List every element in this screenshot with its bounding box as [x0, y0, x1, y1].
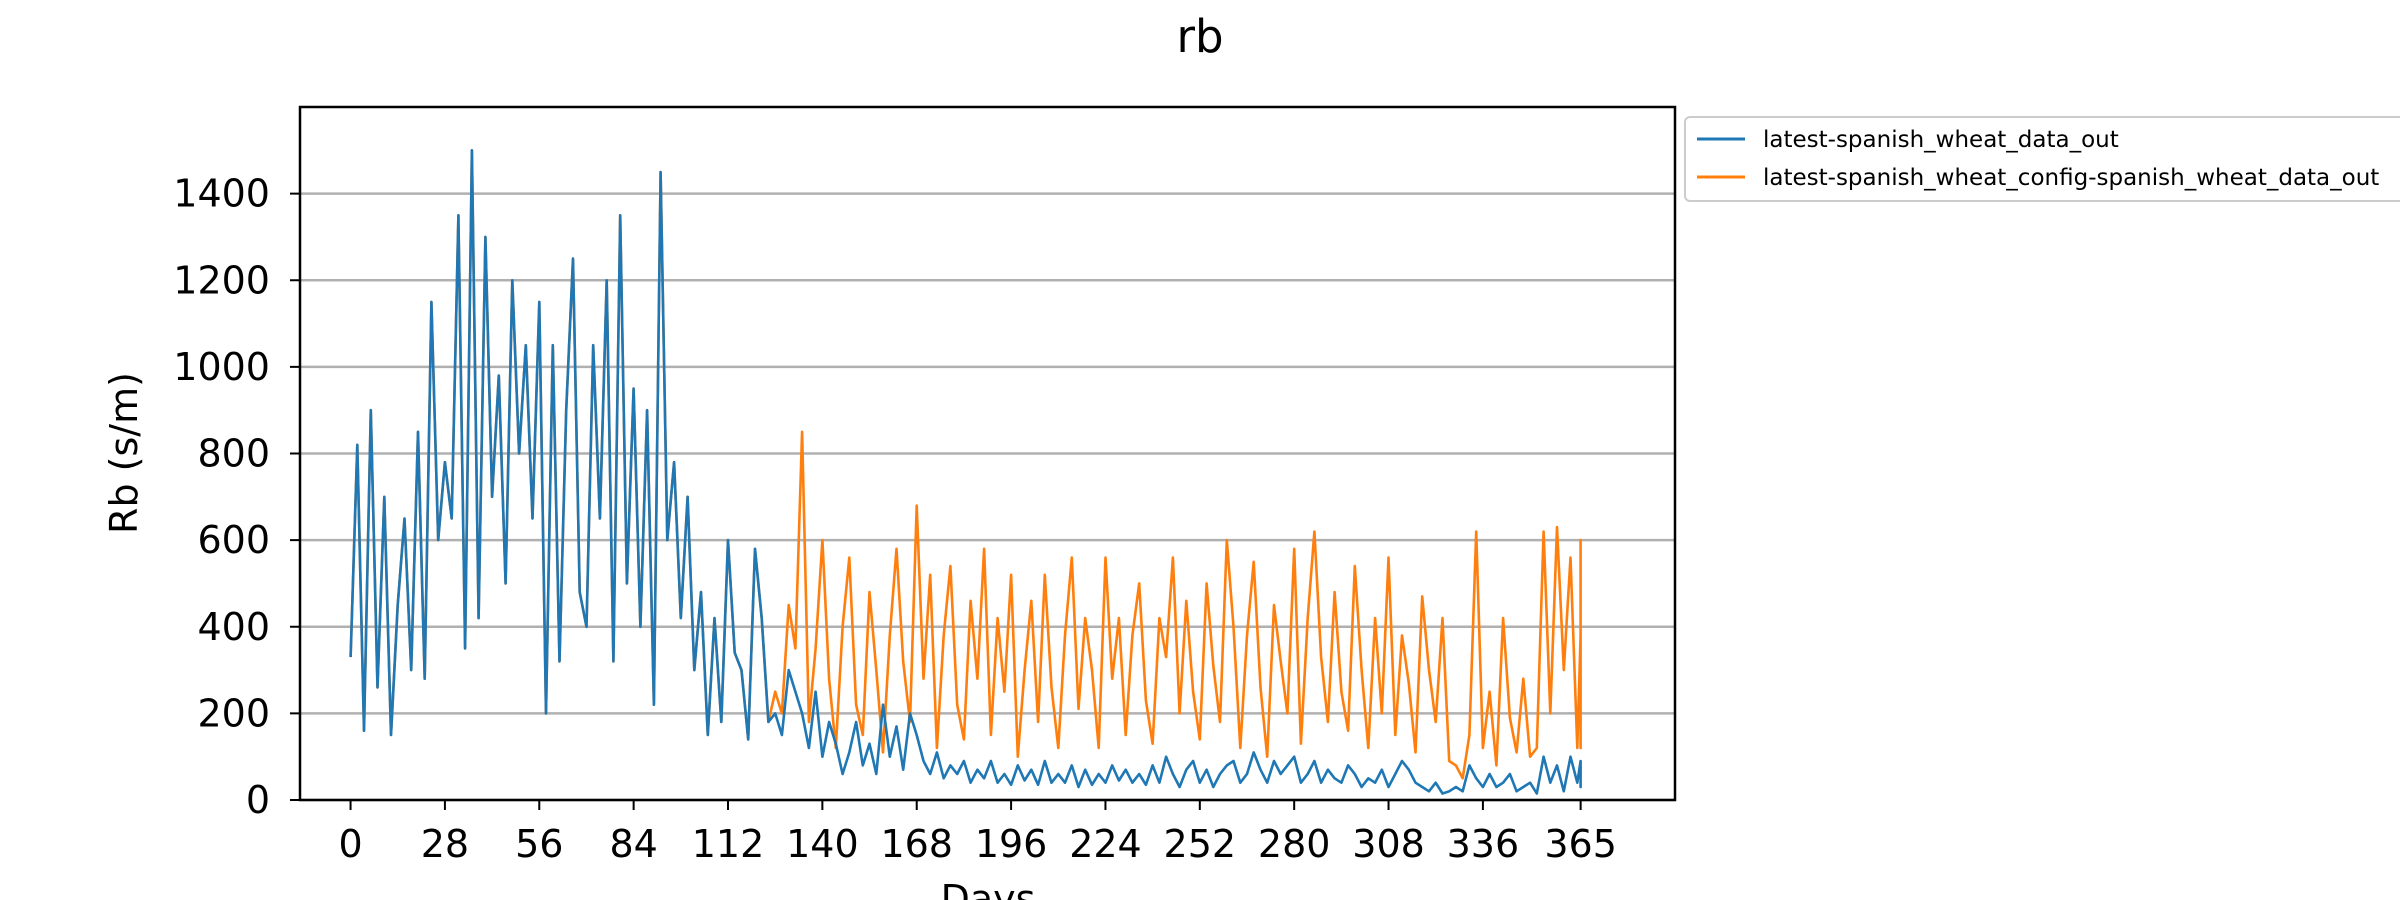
x-tick-label: 308 [1352, 822, 1425, 866]
y-tick-label: 200 [197, 691, 270, 735]
y-tick-label: 800 [197, 432, 270, 476]
x-tick-label: 196 [975, 822, 1048, 866]
legend: latest-spanish_wheat_data_out latest-spa… [1684, 116, 2400, 202]
x-tick-label: 252 [1164, 822, 1237, 866]
series-line-1 [349, 149, 1582, 795]
x-tick-label: 0 [338, 822, 362, 866]
y-tick-label: 400 [197, 605, 270, 649]
x-tick-label: 336 [1447, 822, 1520, 866]
y-tick-label: 1200 [173, 258, 270, 302]
y-tick-label: 600 [197, 518, 270, 562]
x-tick-label: 280 [1258, 822, 1331, 866]
legend-label-series-2: latest-spanish_wheat_config-spanish_whea… [1763, 165, 2379, 191]
x-tick-label: 28 [421, 822, 469, 866]
x-tick-label: 84 [609, 822, 657, 866]
y-axis-label: Rb (s/m) [102, 372, 146, 534]
y-tick-label: 1400 [173, 172, 270, 216]
x-tick-label: 112 [692, 822, 765, 866]
x-axis-label: Days [941, 877, 1036, 900]
y-tick-label: 1000 [173, 345, 270, 389]
x-axis-ticks: 0 28 56 84 112 140 168 196 224 252 280 308 336 365 [338, 800, 1617, 866]
x-tick-label: 365 [1544, 822, 1617, 866]
x-tick-label: 56 [515, 822, 563, 866]
y-tick-label: 0 [246, 778, 270, 822]
series-lines [349, 149, 1582, 795]
x-tick-label: 168 [880, 822, 953, 866]
x-tick-label: 224 [1069, 822, 1142, 866]
legend-box [1684, 116, 2400, 202]
chart-title: rb [1176, 10, 1223, 63]
x-tick-label: 140 [786, 822, 859, 866]
y-axis-ticks: 0 200 400 600 800 1000 1200 1400 [173, 172, 300, 822]
legend-label-series-1: latest-spanish_wheat_data_out [1763, 127, 2119, 153]
